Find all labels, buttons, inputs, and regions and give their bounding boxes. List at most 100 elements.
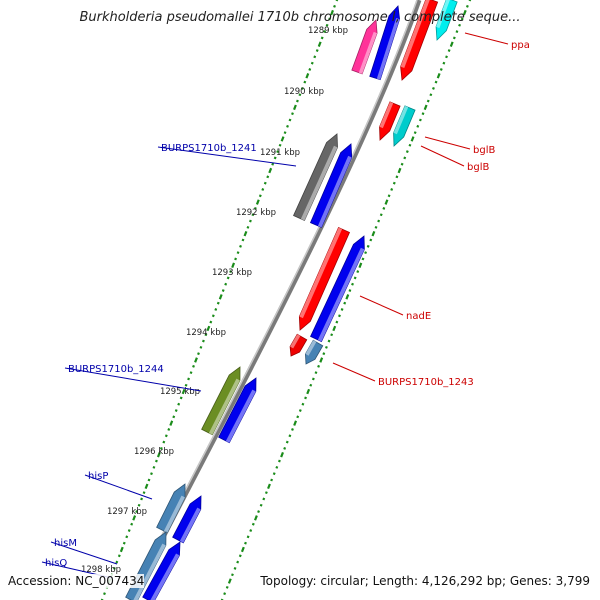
gc-mark-right bbox=[275, 465, 279, 469]
label-BURPS1710b_1244[interactable]: BURPS1710b_1244 bbox=[68, 364, 164, 375]
gc-mark-left bbox=[117, 554, 121, 558]
gc-mark-right bbox=[340, 308, 344, 311]
gc-mark-left bbox=[261, 188, 265, 191]
gc-mark-right bbox=[421, 112, 425, 116]
gc-mark-left bbox=[211, 314, 215, 318]
reverse-cds[interactable] bbox=[289, 333, 308, 357]
forward-cds[interactable] bbox=[142, 541, 181, 600]
tick-label: 1295 kbp bbox=[160, 387, 200, 397]
gc-mark-left bbox=[142, 491, 146, 495]
gc-mark-left bbox=[236, 251, 240, 255]
gene-ppa[interactable] bbox=[400, 0, 439, 81]
leader-line bbox=[157, 146, 297, 167]
label-nadE[interactable]: nadE bbox=[406, 311, 431, 322]
gc-mark-right bbox=[455, 30, 459, 34]
label-BURPS1710b_1243[interactable]: BURPS1710b_1243 bbox=[378, 377, 474, 388]
tick-marks: 1289 kbp 1290 kbp 1291 kbp 1292 kbp 1293 kbp… bbox=[81, 26, 348, 575]
gc-mark-left bbox=[234, 257, 238, 261]
forward-cds[interactable] bbox=[218, 377, 257, 444]
gc-mark-right bbox=[324, 345, 328, 349]
gc-mark-right bbox=[280, 452, 284, 458]
forward-feature[interactable] bbox=[351, 19, 378, 75]
gc-mark-right bbox=[426, 99, 430, 103]
gene-hisP[interactable] bbox=[156, 483, 186, 534]
label-ppa[interactable]: ppa bbox=[511, 40, 530, 51]
gc-mark-right bbox=[306, 388, 311, 395]
forward-cds[interactable] bbox=[172, 495, 202, 544]
gc-mark-right bbox=[462, 9, 467, 16]
gc-mark-left bbox=[169, 420, 174, 426]
gc-mark-left bbox=[335, 0, 339, 2]
label-hisQ[interactable]: hisQ bbox=[45, 558, 67, 569]
gc-mark-right bbox=[249, 529, 253, 532]
gc-mark-left bbox=[103, 592, 106, 596]
label-BURPS1710b_1241[interactable]: BURPS1710b_1241 bbox=[161, 143, 257, 154]
gc-mark-left bbox=[206, 325, 211, 332]
gc-mark-right bbox=[254, 515, 258, 521]
gc-mark-left bbox=[192, 364, 195, 368]
forward-cds[interactable] bbox=[309, 143, 353, 228]
gc-mark-left bbox=[239, 244, 242, 248]
gc-content-track bbox=[100, 0, 472, 600]
gc-mark-left bbox=[137, 503, 141, 507]
gc-mark-right bbox=[449, 41, 454, 47]
gc-mark-right bbox=[236, 560, 240, 564]
gene-bglB-red[interactable] bbox=[379, 101, 401, 141]
gc-mark-left bbox=[209, 320, 213, 324]
gc-mark-right bbox=[371, 230, 376, 237]
topology-label: Topology: circular; Length: 4,126,292 bp… bbox=[260, 574, 590, 588]
forward-cds[interactable] bbox=[369, 5, 400, 81]
gc-mark-right bbox=[447, 49, 451, 52]
gc-mark-left bbox=[263, 181, 267, 185]
gc-mark-left bbox=[300, 86, 304, 90]
reverse-feature[interactable] bbox=[435, 0, 458, 41]
gene-BURPS1710b_1243[interactable] bbox=[305, 339, 324, 365]
gc-mark-right bbox=[416, 124, 420, 128]
gc-mark-right bbox=[439, 68, 443, 71]
gc-mark-left bbox=[147, 478, 151, 482]
gc-mark-right bbox=[317, 364, 321, 368]
gc-mark-right bbox=[452, 36, 456, 40]
gc-mark-right bbox=[238, 554, 242, 558]
gene-BURPS1710b_1244[interactable] bbox=[201, 366, 241, 436]
gc-mark-right bbox=[400, 162, 404, 166]
gc-mark-left bbox=[174, 409, 178, 412]
gc-mark-left bbox=[197, 352, 200, 356]
label-hisP[interactable]: hisP bbox=[88, 471, 108, 482]
gc-mark-left bbox=[280, 136, 285, 142]
gc-mark-right bbox=[403, 156, 407, 160]
gc-mark-right bbox=[343, 301, 347, 305]
features-track bbox=[125, 0, 458, 600]
gc-mark-left bbox=[226, 276, 230, 280]
gene-nadE[interactable] bbox=[298, 227, 351, 331]
gc-mark-right bbox=[322, 352, 326, 356]
gc-mark-left bbox=[201, 339, 205, 343]
gc-mark-left bbox=[122, 541, 126, 545]
gc-mark-right bbox=[225, 585, 229, 589]
tick-label: 1298 kbp bbox=[81, 565, 121, 575]
gc-mark-left bbox=[276, 150, 280, 154]
forward-cds[interactable] bbox=[310, 235, 365, 343]
label-bglB[interactable]: bglB bbox=[467, 162, 489, 173]
gene-bglB-cyan[interactable] bbox=[393, 105, 416, 147]
gene-BURPS1710b_1241[interactable] bbox=[293, 133, 338, 222]
gc-mark-left bbox=[298, 93, 302, 97]
label-bglB[interactable]: bglB bbox=[473, 145, 495, 156]
label-hisM[interactable]: hisM bbox=[54, 538, 77, 549]
gc-mark-left bbox=[266, 175, 270, 179]
gc-mark-left bbox=[115, 560, 119, 564]
gc-mark-right bbox=[223, 592, 227, 596]
gc-mark-left bbox=[330, 9, 334, 16]
gc-mark-right bbox=[418, 118, 422, 122]
gc-mark-right bbox=[392, 181, 396, 185]
gc-mark-left bbox=[255, 199, 260, 205]
gc-mark-left bbox=[214, 308, 218, 311]
accession-label: Accession: NC_007434 bbox=[8, 574, 145, 588]
gc-mark-right bbox=[377, 219, 381, 223]
gc-mark-left bbox=[194, 357, 198, 363]
gc-mark-right bbox=[272, 472, 276, 476]
gc-mark-left bbox=[199, 345, 203, 349]
gc-mark-right bbox=[288, 434, 292, 438]
gc-mark-right bbox=[432, 86, 435, 90]
gc-mark-right bbox=[330, 333, 334, 337]
